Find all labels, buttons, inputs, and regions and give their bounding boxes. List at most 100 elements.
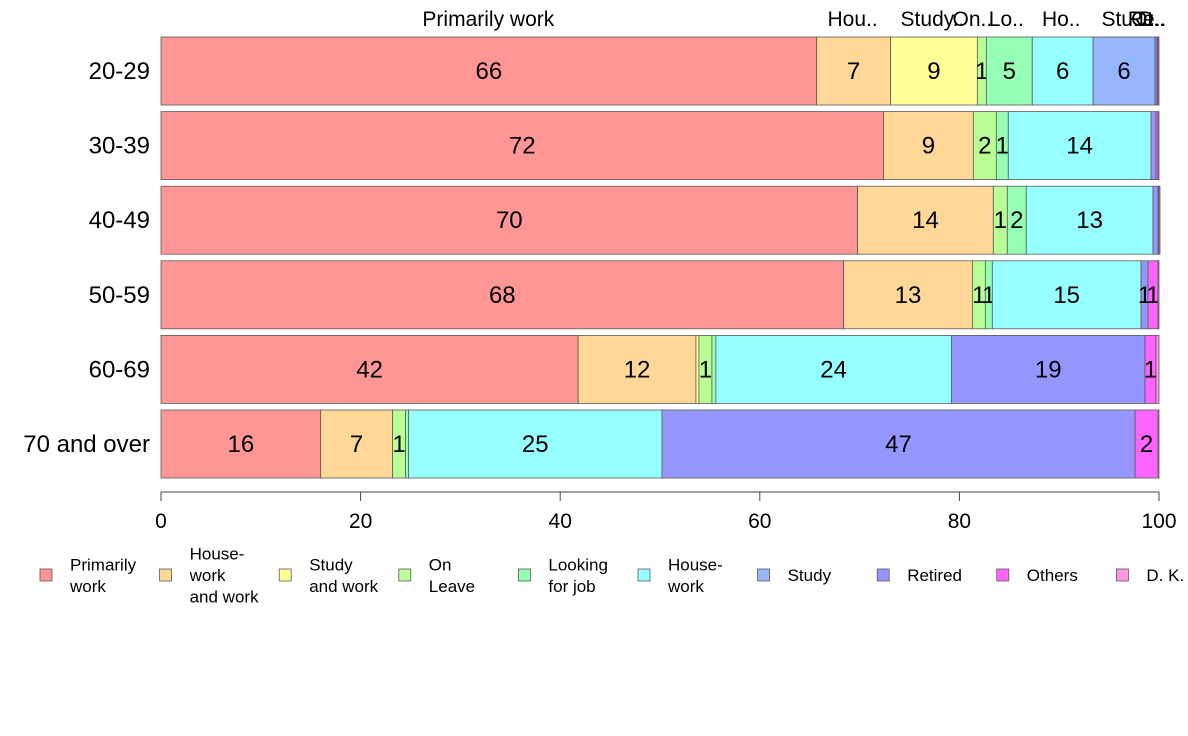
legend-label: and work (190, 588, 259, 607)
legend-label: Primarily (70, 555, 137, 574)
data-label: 1 (975, 58, 988, 85)
legend-item: Others (996, 566, 1078, 585)
bar-segment (985, 36, 1033, 106)
bar-segment (715, 334, 952, 404)
data-label: 42 (356, 356, 383, 383)
top-label: Re.. (1128, 8, 1167, 31)
legend-item: Study (757, 566, 832, 585)
top-label: D.. (1139, 8, 1166, 31)
legend-item: House-work (637, 555, 723, 596)
legend-item: D. K. (1116, 566, 1184, 585)
legend-label: for job (548, 577, 595, 596)
x-tick-label: 60 (748, 510, 771, 533)
legend-swatch (996, 568, 1010, 582)
legend-label: House- (668, 555, 723, 574)
legend-item: Looking for job (518, 555, 608, 596)
bar-segment (577, 334, 697, 404)
legend-item: House-work and work (159, 545, 259, 607)
legend-label: Study (309, 555, 353, 574)
bar-segment (160, 185, 859, 255)
bar-segment (160, 260, 845, 330)
y-axis-label: 30-39 (89, 133, 150, 160)
top-label: On.. (953, 8, 993, 31)
bar-segment (160, 409, 322, 479)
bar-segment (1157, 111, 1160, 180)
data-label: 13 (895, 282, 922, 309)
top-label: Stu.. (1101, 8, 1144, 31)
data-label: 25 (522, 431, 549, 458)
legend-label: D. K. (1146, 566, 1184, 585)
legend-swatch (159, 568, 173, 582)
x-tick-label: 80 (948, 510, 971, 533)
top-label: Ot.. (1131, 8, 1165, 31)
top-label: Lo.. (989, 8, 1024, 31)
data-label: 5 (1003, 58, 1016, 85)
bar-segment (711, 334, 717, 404)
data-label: 16 (227, 431, 254, 458)
data-label: 68 (489, 282, 516, 309)
bar-segment (405, 409, 409, 479)
legend-label: Study (788, 566, 832, 585)
bar-segment (857, 185, 994, 255)
x-axis: 0 20 40 60 80 100 (155, 491, 1177, 533)
data-label: 2 (1010, 207, 1023, 234)
legend-swatch (637, 568, 651, 582)
bar-segment (661, 409, 1136, 479)
top-label: Hou.. (828, 8, 878, 31)
legend-label: Leave (429, 577, 475, 596)
top-label: Study.. (901, 8, 965, 31)
legend-label: Retired (907, 566, 962, 585)
data-label: 70 (496, 207, 523, 234)
x-tick-label: 20 (349, 510, 372, 533)
top-label: Ho.. (1042, 8, 1081, 31)
y-axis-label: 60-69 (89, 356, 150, 383)
y-axis-label: 40-49 (89, 207, 150, 234)
bar-segment (1157, 409, 1160, 479)
legend-label: Others (1027, 566, 1078, 585)
legend-swatch (39, 568, 53, 582)
data-label: 1 (1146, 282, 1159, 309)
data-label: 14 (912, 207, 939, 234)
bar-segment (160, 334, 579, 404)
bar-segment (843, 260, 973, 330)
legend-swatch (398, 568, 412, 582)
data-label: 66 (475, 58, 502, 85)
data-label: 14 (1066, 133, 1093, 160)
data-label: 72 (509, 133, 536, 160)
data-label: 7 (350, 431, 363, 458)
data-label: 1 (994, 207, 1007, 234)
data-label: 9 (922, 133, 935, 160)
x-tick-label: 100 (1141, 510, 1176, 533)
data-label: 19 (1035, 356, 1062, 383)
legend-label: work (189, 566, 226, 585)
bar-segment (1157, 36, 1160, 106)
legend-label: work (69, 577, 106, 596)
y-axis-label: 50-59 (89, 282, 150, 309)
data-label: 6 (1117, 58, 1130, 85)
legend-item: On Leave (398, 555, 475, 596)
bar-segment (1092, 36, 1156, 106)
bar-segment (1155, 334, 1160, 404)
bar-segment (816, 36, 891, 106)
data-label: 7 (847, 58, 860, 85)
bar-segment (160, 111, 884, 180)
legend-swatch (278, 568, 292, 582)
data-label: 9 (927, 58, 940, 85)
top-label: Primarily work (422, 8, 554, 31)
legend-swatch (876, 568, 890, 582)
y-axis-labels: 20-29 30-39 40-49 50-59 60-69 70 and over (23, 58, 150, 458)
data-label: 1 (972, 282, 985, 309)
data-label: 6 (1056, 58, 1069, 85)
bar-segment (408, 409, 663, 479)
data-label: 12 (624, 356, 651, 383)
data-label: 1 (392, 431, 405, 458)
data-label: 1 (1144, 356, 1157, 383)
data-label: 2 (978, 133, 991, 160)
legend-label: work (667, 577, 704, 596)
legend-swatch (518, 568, 531, 582)
bar-segment (1152, 185, 1159, 255)
legend-item: Primarily work (39, 555, 137, 596)
legend-swatch (757, 568, 770, 582)
